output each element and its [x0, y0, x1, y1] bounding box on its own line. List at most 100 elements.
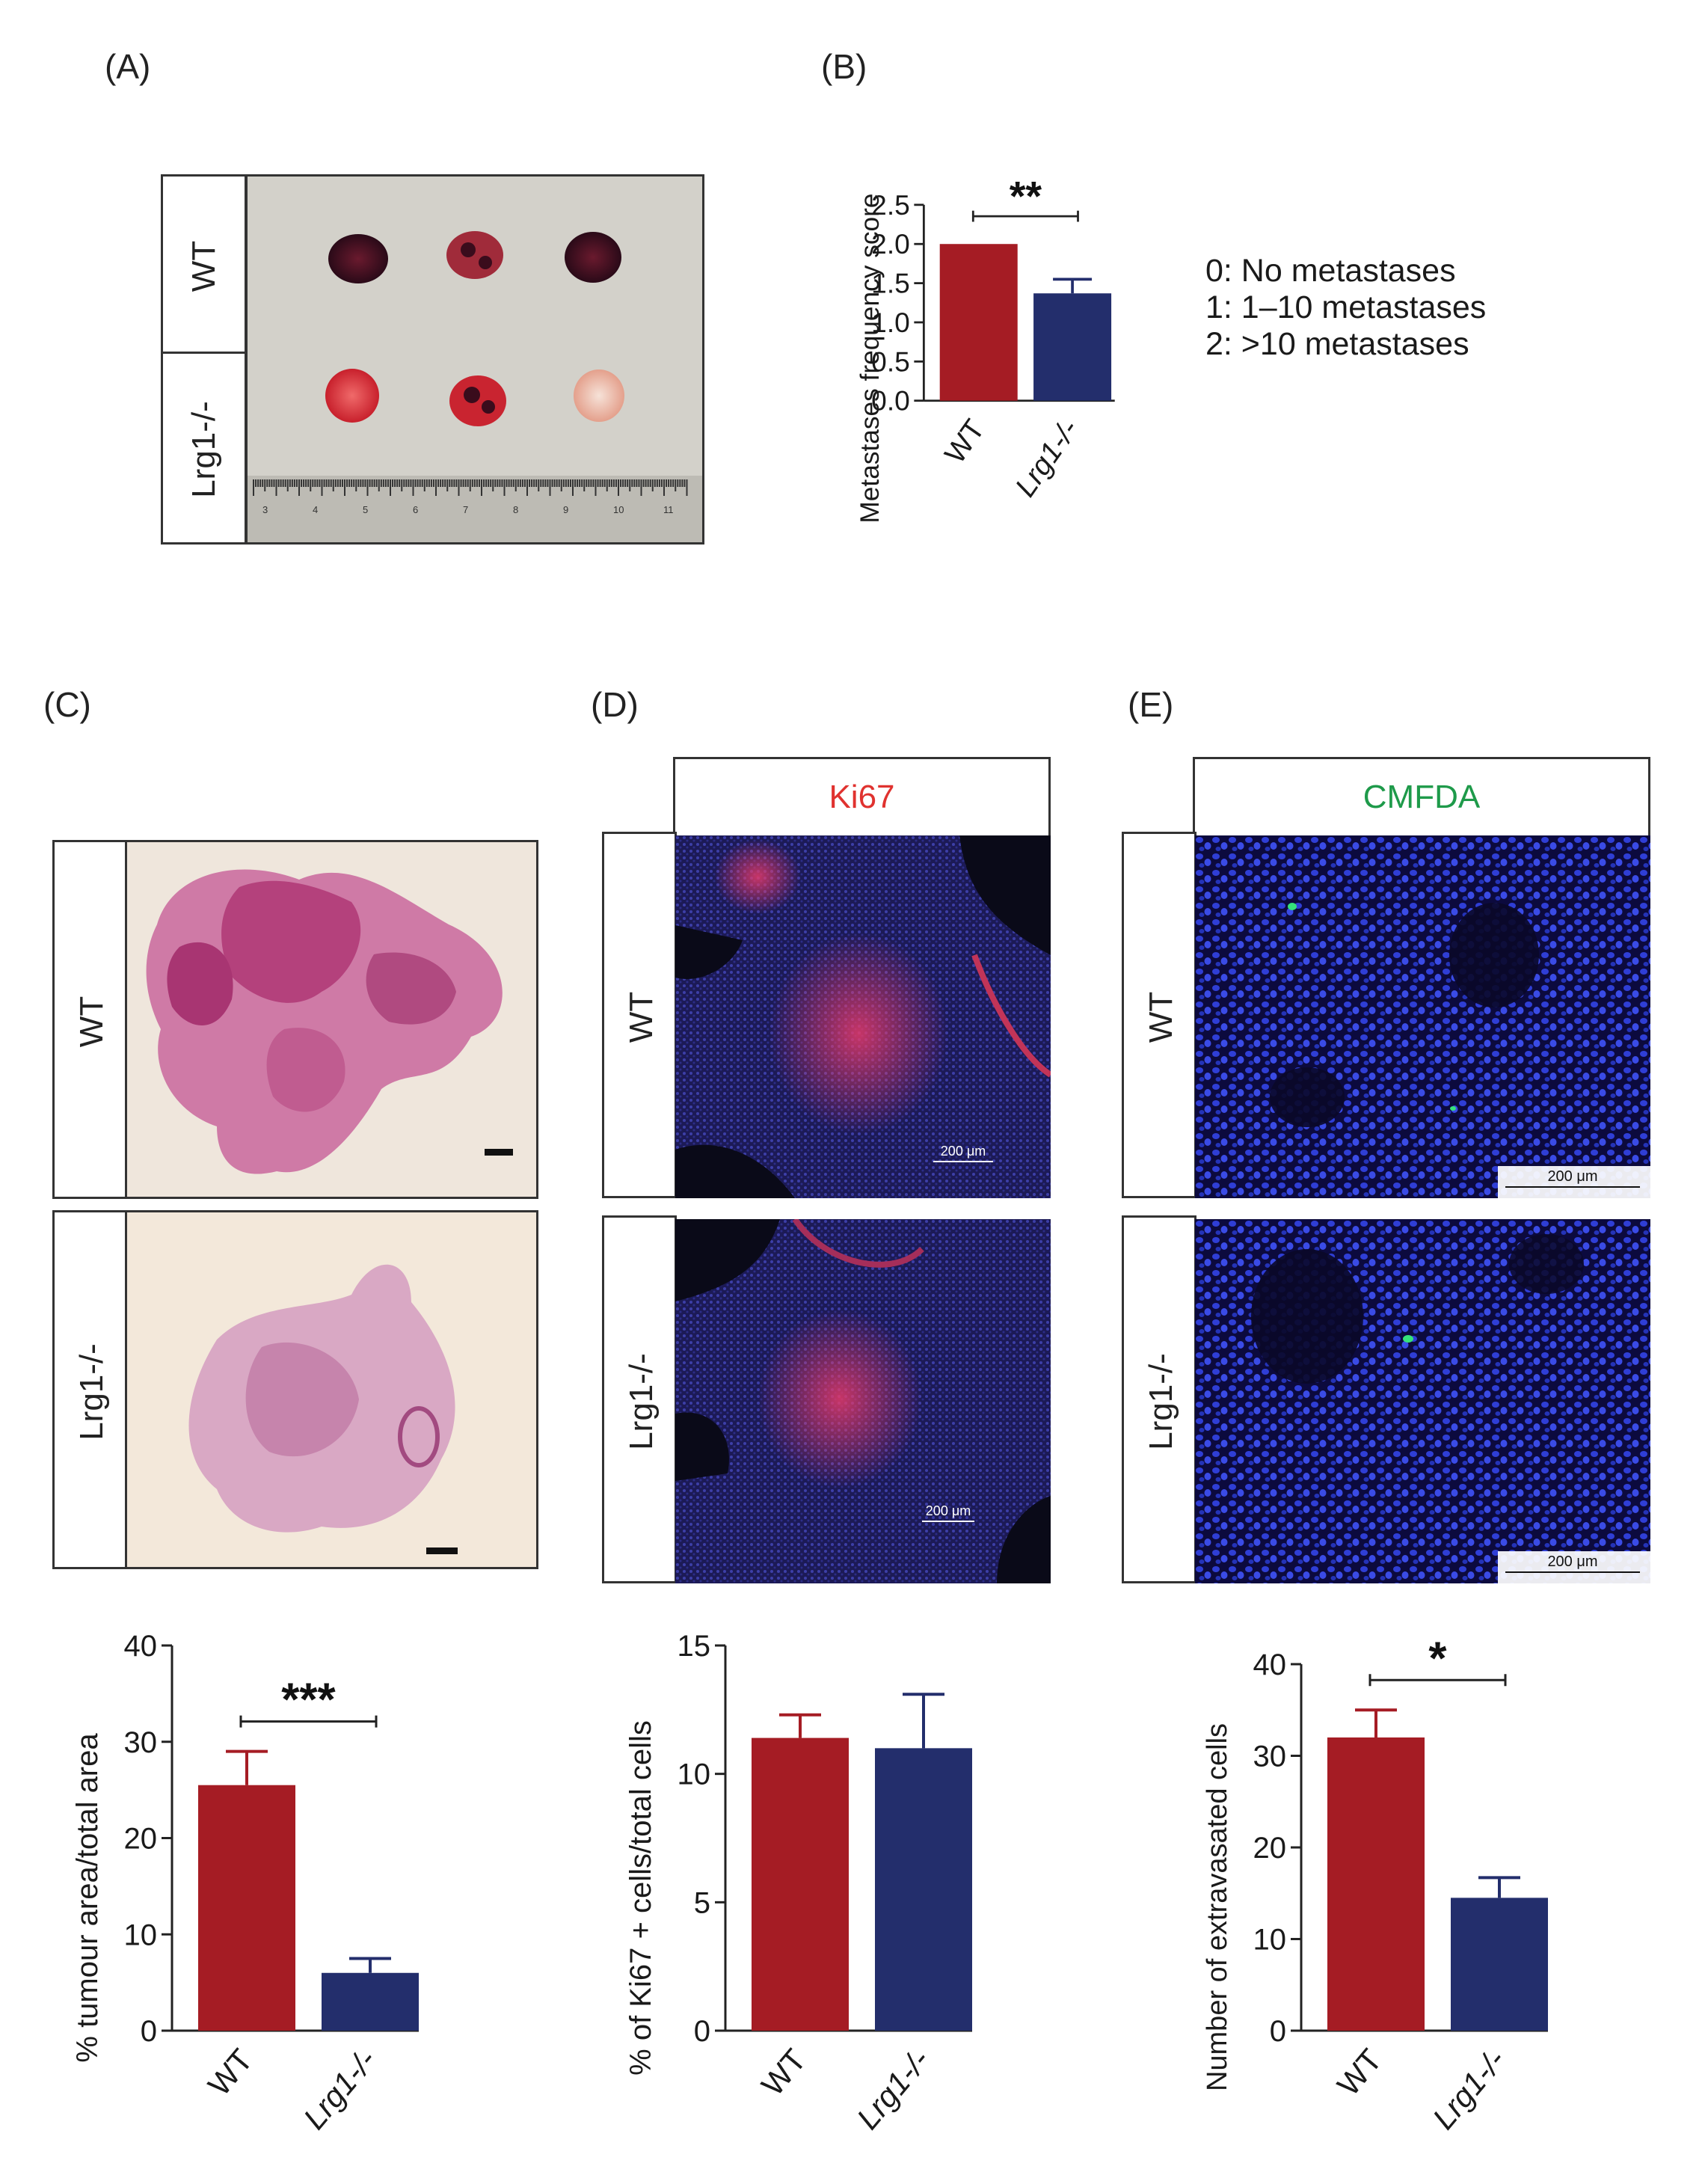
microscopy-d-wt: 200 μm	[675, 835, 1051, 1198]
chart-e: Number of extravasated cells 0 10 20 30 40 WT L…	[1202, 1633, 1548, 2136]
y-axis-label: % of Ki67 + cells/total cells	[624, 1720, 657, 2076]
header-d-text: Ki67	[829, 779, 895, 815]
row-label-box-c-wt: WT	[52, 840, 127, 1199]
category-label-lrg1: Lrg1-/-	[1010, 414, 1085, 503]
ruler-number: 6	[413, 504, 418, 515]
row-label-box-a-lrg1: Lrg1-/-	[161, 352, 247, 545]
histology-c-wt	[125, 840, 538, 1199]
row-label-a-wt: WT	[185, 240, 222, 292]
row-label-c-wt: WT	[73, 996, 110, 1048]
y-axis-label: Metastases frequency score	[855, 194, 885, 524]
ruler-number: 10	[613, 504, 624, 515]
y-tick-label: 2.0	[871, 228, 910, 260]
lung-photo-a: 3 4 5 6 7 8 9 10 11	[245, 174, 704, 545]
y-axis-label: % tumour area/total area	[71, 1733, 104, 2063]
bar-wt	[939, 244, 1018, 401]
lung-wt-3	[565, 232, 621, 283]
y-tick-label: 0.0	[871, 385, 910, 417]
y-tick-label: 40	[1253, 1648, 1287, 1681]
y-axis-label: Number of extravasated cells	[1202, 1723, 1233, 2091]
row-label-box-c-lrg1: Lrg1-/-	[52, 1210, 127, 1569]
ruler-number: 8	[513, 504, 518, 515]
bar-lrg1	[875, 1748, 972, 2031]
ruler-number: 7	[463, 504, 468, 515]
category-label-wt: WT	[1330, 2043, 1389, 2102]
category-label-wt: WT	[938, 414, 991, 469]
scale-label-e-wt: 200 μm	[1547, 1168, 1597, 1185]
ruler-number: 5	[363, 504, 368, 515]
panel-label-a: (A)	[105, 47, 151, 86]
y-tick-label: 1.5	[871, 268, 910, 299]
category-label-wt: WT	[201, 2043, 259, 2102]
y-tick-label: 10	[678, 1758, 711, 1791]
y-tick-label: 30	[1253, 1740, 1287, 1773]
microscopy-e-lrg1: 200 μm	[1195, 1219, 1650, 1583]
row-label-box-d-lrg1: Lrg1-/-	[602, 1215, 677, 1583]
header-e-text: CMFDA	[1363, 779, 1481, 815]
lung-ko-2	[449, 375, 506, 426]
category-label-lrg1: Lrg1-/-	[1425, 2043, 1512, 2136]
y-tick-label: 40	[124, 1630, 158, 1663]
scale-label-e-lrg1: 200 μm	[1547, 1553, 1597, 1570]
panel-label-d: (D)	[591, 685, 639, 724]
y-tick-label: 15	[678, 1630, 711, 1663]
bar-lrg1	[322, 1972, 419, 2031]
legend-b-item-0: 0: No metastases	[1205, 253, 1456, 289]
significance-label: *	[1428, 1633, 1447, 1684]
legend-b-item-2: 2: >10 metastases	[1205, 326, 1469, 362]
ruler-number: 4	[313, 504, 318, 515]
row-label-d-lrg1: Lrg1-/-	[623, 1353, 660, 1450]
row-label-box-e-lrg1: Lrg1-/-	[1122, 1215, 1196, 1583]
scale-label-d-wt: 200 μm	[941, 1144, 986, 1159]
legend-b-item-1: 1: 1–10 metastases	[1205, 289, 1487, 325]
row-label-box-d-wt: WT	[602, 832, 677, 1198]
lung-ko-1	[325, 369, 379, 423]
ruler-number: 9	[563, 504, 568, 515]
y-tick-label: 1.0	[871, 307, 910, 338]
ruler-ticks	[253, 479, 688, 496]
panel-label-b: (B)	[821, 47, 867, 86]
lung-wt-2	[446, 231, 503, 279]
ruler-number: 11	[663, 504, 674, 515]
ruler-number: 3	[262, 504, 268, 515]
row-label-e-wt: WT	[1143, 991, 1179, 1043]
scale-label-d-lrg1: 200 μm	[926, 1503, 971, 1518]
lung-wt-1	[328, 234, 388, 283]
microscopy-e-wt: 200 μm	[1195, 835, 1650, 1198]
y-tick-label: 0.5	[871, 346, 910, 377]
header-d: Ki67	[673, 757, 1051, 838]
histology-c-lrg1	[125, 1210, 538, 1569]
microscopy-d-lrg1: 200 μm	[675, 1219, 1051, 1583]
row-label-d-wt: WT	[623, 991, 660, 1043]
category-label-wt: WT	[755, 2043, 813, 2102]
category-label-lrg1: Lrg1-/-	[850, 2043, 936, 2136]
panel-label-c: (C)	[43, 685, 91, 724]
y-tick-label: 2.5	[871, 189, 910, 221]
row-label-e-lrg1: Lrg1-/-	[1143, 1353, 1179, 1450]
chart-c: % tumour area/total area 0 10 20 30 40 WT Lrg1-…	[71, 1630, 419, 2136]
y-tick-label: 20	[1253, 1832, 1287, 1865]
y-tick-label: 10	[124, 1918, 158, 1951]
row-label-box-a-wt: WT	[161, 174, 247, 354]
header-e: CMFDA	[1193, 757, 1650, 838]
row-label-c-lrg1: Lrg1-/-	[73, 1343, 110, 1441]
significance-label: ***	[281, 1675, 336, 1726]
bar-wt	[1327, 1737, 1425, 2031]
panel-label-e: (E)	[1128, 685, 1174, 724]
y-tick-label: 10	[1253, 1924, 1287, 1957]
y-tick-label: 0	[141, 2015, 157, 2048]
row-label-box-e-wt: WT	[1122, 832, 1196, 1198]
y-tick-label: 0	[694, 2015, 710, 2048]
row-label-a-lrg1: Lrg1-/-	[185, 401, 222, 498]
category-label-lrg1: Lrg1-/-	[296, 2043, 383, 2136]
legend-b: 0: No metastases 1: 1–10 metastases 2: >…	[1205, 253, 1486, 363]
y-tick-label: 20	[124, 1823, 158, 1856]
y-tick-label: 30	[124, 1726, 158, 1759]
y-tick-label: 0	[1270, 2015, 1286, 2048]
chart-d: % of Ki67 + cells/total cells 0 5 10 15 WT Lrg…	[624, 1630, 972, 2136]
lung-ko-3	[574, 369, 624, 422]
lung-photo-drawing: 3 4 5 6 7 8 9 10 11	[248, 177, 702, 542]
bar-lrg1	[1451, 1898, 1548, 2031]
bar-wt	[198, 1785, 295, 2031]
